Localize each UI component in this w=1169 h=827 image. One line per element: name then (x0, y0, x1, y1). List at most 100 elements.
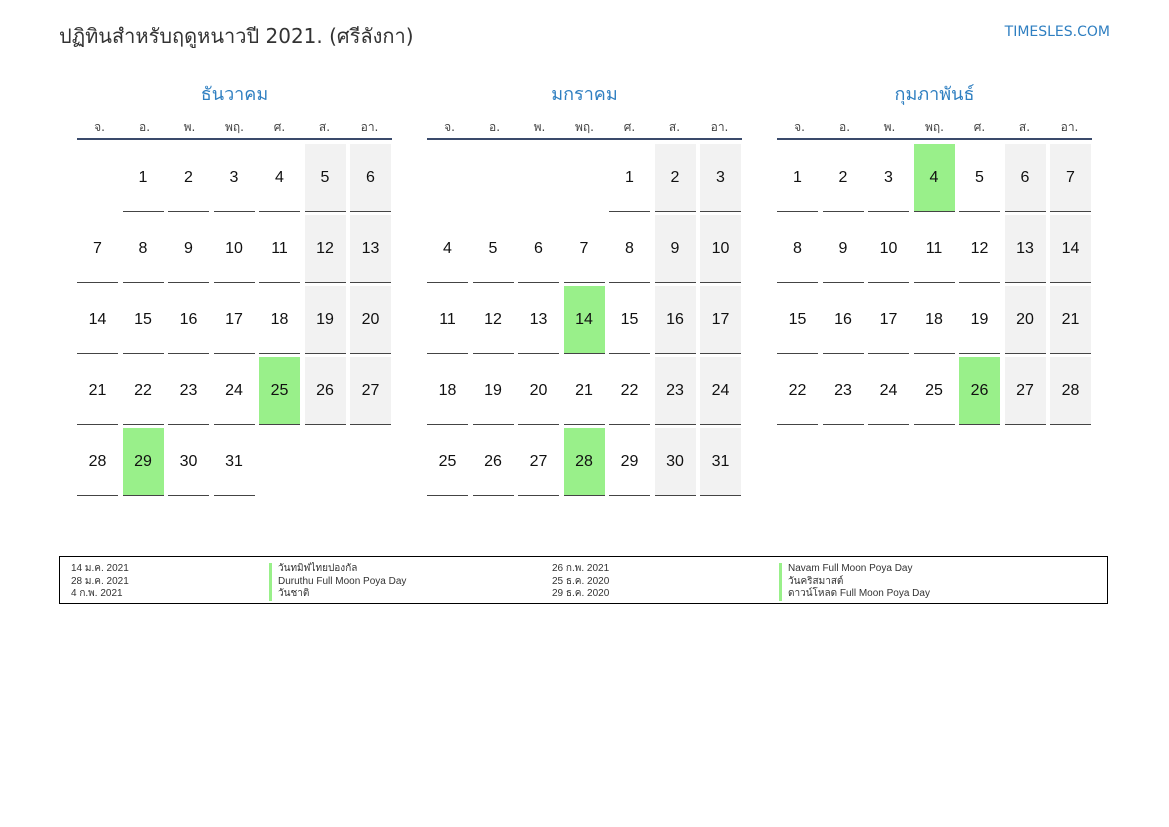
day-cell: 10 (868, 215, 909, 283)
month-calendar: มกราคม จ. อ. พ. พฤ. ศ. ส. อา. 1 2 3 4 5 6 7 8 9 10 11 12 13 1… (427, 84, 742, 496)
day-cell: 1 (777, 144, 818, 212)
day-cell: 16 (822, 286, 864, 354)
weekday-label: จ. (94, 120, 105, 134)
weekday-label: จ. (444, 120, 455, 134)
day-cell: 2 (822, 144, 864, 212)
weekday-label: อ. (138, 120, 151, 134)
day-cell: 18 (427, 357, 468, 425)
day-cell: 4 (259, 144, 300, 212)
day-cell: 6 (350, 144, 391, 212)
day-cell: 1 (609, 144, 650, 212)
weekday-label: อา. (710, 120, 729, 134)
legend-dates-col-1: 14 ม.ค. 2021 28 ม.ค. 2021 4 ก.พ. 2021 (71, 563, 129, 601)
day-cell: 14 (1050, 215, 1091, 283)
day-cell: 10 (700, 215, 741, 283)
day-cell: 26 (472, 428, 514, 496)
weekday-header: จ. อ. พ. พฤ. ศ. ส. อา. (77, 118, 392, 140)
day-cell: 13 (518, 286, 559, 354)
month-name: ธันวาคม (200, 84, 269, 105)
day-cell: 21 (77, 357, 118, 425)
day-cell: 7 (1050, 144, 1091, 212)
weekday-label: พฤ. (925, 120, 944, 134)
legend-holiday-name: วันชาติ (269, 588, 406, 601)
legend-holiday-name: วันทมิฬไทยปองกัล (269, 563, 406, 576)
holiday-day-cell: 29 (122, 428, 164, 496)
holiday-day-cell: 14 (563, 286, 605, 354)
day-cell: 1 (122, 144, 164, 212)
day-cell: 5 (304, 144, 346, 212)
day-cell: 26 (304, 357, 346, 425)
day-cell: 11 (427, 286, 468, 354)
day-cell: 23 (822, 357, 864, 425)
day-grid: 1 2 3 4 5 6 7 8 9 10 11 12 13 14 15 16 17 18 19 20 21 22 23 24 2… (77, 144, 392, 496)
legend-date: 4 ก.พ. 2021 (71, 588, 123, 599)
day-cell: 3 (868, 144, 909, 212)
weekday-label: อา. (1060, 120, 1079, 134)
day-cell: 14 (77, 286, 118, 354)
day-cell: 25 (427, 428, 468, 496)
day-cell: 24 (868, 357, 909, 425)
day-cell: 22 (777, 357, 818, 425)
day-cell: 27 (350, 357, 391, 425)
day-cell: 5 (959, 144, 1000, 212)
weekday-header: จ. อ. พ. พฤ. ศ. ส. อา. (777, 118, 1092, 140)
day-cell: 4 (427, 215, 468, 283)
day-cell: 27 (518, 428, 559, 496)
day-cell: 8 (609, 215, 650, 283)
day-cell: 23 (654, 357, 696, 425)
day-cell: 13 (350, 215, 391, 283)
day-cell: 23 (168, 357, 209, 425)
month-calendar: กุมภาพันธ์ จ. อ. พ. พฤ. ศ. ส. อา. 1 2 3 4 5 6 7 8 9 10 11 1… (777, 84, 1092, 425)
day-cell: 3 (213, 144, 255, 212)
day-cell: 6 (518, 215, 559, 283)
day-cell: 29 (609, 428, 650, 496)
month-name: มกราคม (551, 84, 618, 105)
day-cell: 3 (700, 144, 741, 212)
holiday-day-cell: 4 (913, 144, 955, 212)
weekday-label: ส. (318, 120, 331, 134)
legend-holiday-name: ดาวน์โหลด Full Moon Poya Day (779, 588, 930, 601)
weekday-label: พ. (183, 120, 196, 134)
day-cell: 25 (913, 357, 955, 425)
day-cell: 20 (1004, 286, 1046, 354)
day-cell: 11 (913, 215, 955, 283)
legend-date: 26 ก.พ. 2021 (552, 563, 610, 574)
day-cell: 9 (822, 215, 864, 283)
day-cell: 16 (168, 286, 209, 354)
legend-dates-col-2: 26 ก.พ. 2021 25 ธ.ค. 2020 29 ธ.ค. 2020 (552, 563, 609, 601)
weekday-label: ศ. (623, 120, 636, 134)
day-cell: 15 (609, 286, 650, 354)
day-cell: 30 (168, 428, 209, 496)
weekday-label: จ. (794, 120, 805, 134)
day-cell: 27 (1004, 357, 1046, 425)
legend-holiday-name: Navam Full Moon Poya Day (779, 563, 930, 576)
day-cell: 2 (168, 144, 209, 212)
legend-names-col-2: Navam Full Moon Poya Day วันคริสมาสต์ ดา… (779, 563, 930, 601)
weekday-label: ศ. (973, 120, 986, 134)
day-cell: 13 (1004, 215, 1046, 283)
day-cell: 11 (259, 215, 300, 283)
day-cell: 24 (700, 357, 741, 425)
day-cell: 30 (654, 428, 696, 496)
day-cell: 8 (777, 215, 818, 283)
legend-date: 14 ม.ค. 2021 (71, 563, 129, 574)
legend-date: 25 ธ.ค. 2020 (552, 575, 610, 587)
day-cell: 8 (122, 215, 164, 283)
day-cell: 22 (122, 357, 164, 425)
day-cell: 28 (1050, 357, 1091, 425)
legend-names-col-1: วันทมิฬไทยปองกัล Duruthu Full Moon Poya … (269, 563, 406, 601)
legend-holiday-name: วันคริสมาสต์ (779, 575, 930, 588)
day-cell: 9 (654, 215, 696, 283)
day-cell: 17 (700, 286, 741, 354)
day-cell: 17 (868, 286, 909, 354)
legend-date: 28 ม.ค. 2021 (71, 575, 129, 587)
empty-cell (77, 144, 118, 211)
empty-cell (427, 144, 468, 211)
site-link[interactable]: TIMESLES.COM (1004, 24, 1110, 40)
day-cell: 21 (1050, 286, 1091, 354)
holiday-day-cell: 28 (563, 428, 605, 496)
month-calendar: ธันวาคม จ. อ. พ. พฤ. ศ. ส. อา. 1 2 3 4 5 6 7 8 9 10 11 12 13… (77, 84, 392, 496)
day-cell: 24 (213, 357, 255, 425)
empty-cell (518, 144, 559, 211)
weekday-label: อ. (838, 120, 851, 134)
